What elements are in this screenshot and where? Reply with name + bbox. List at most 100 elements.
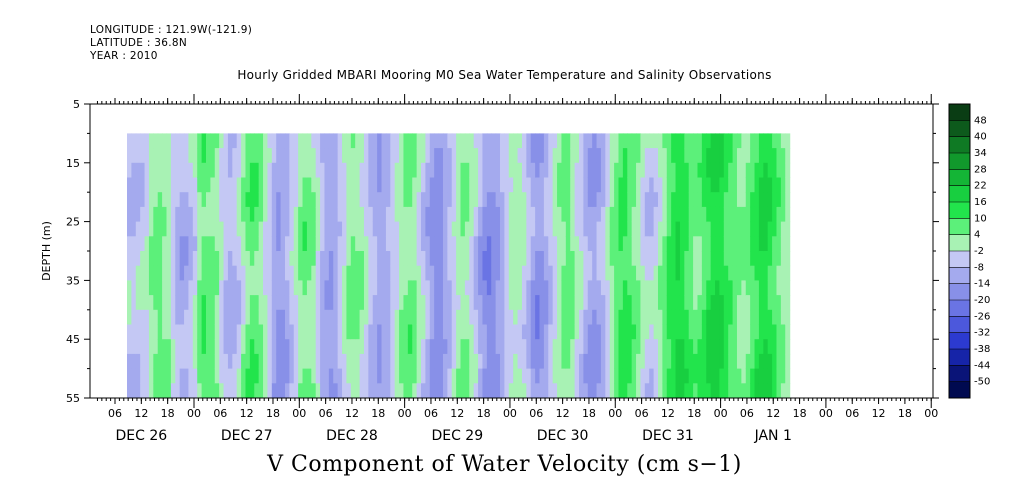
heatmap-cell <box>258 339 264 355</box>
heatmap-cell <box>390 221 396 237</box>
heatmap-cell <box>320 148 326 164</box>
heatmap-cell <box>736 148 742 164</box>
heatmap-cell <box>328 339 334 355</box>
heatmap-cell <box>675 236 681 252</box>
heatmap-cell <box>772 309 778 325</box>
heatmap-cell <box>263 295 269 311</box>
heatmap-cell <box>473 368 479 384</box>
heatmap-cell <box>350 221 356 237</box>
heatmap-cell <box>464 251 470 267</box>
heatmap-cell <box>434 148 440 164</box>
heatmap-cell <box>583 148 589 164</box>
heatmap-cell <box>140 309 146 325</box>
heatmap-cell <box>539 368 545 384</box>
colorbar-swatch <box>949 136 970 154</box>
heatmap-cell <box>390 339 396 355</box>
heatmap-cell <box>758 353 764 370</box>
heatmap-cell <box>693 251 699 267</box>
heatmap-cell <box>557 148 563 164</box>
heatmap-cell <box>780 206 786 223</box>
heatmap-cell <box>609 280 615 296</box>
heatmap-cell <box>715 339 721 355</box>
heatmap-cell <box>719 206 725 223</box>
heatmap-cell <box>219 133 225 149</box>
heatmap-cell <box>697 339 703 355</box>
heatmap-cell <box>210 236 216 252</box>
heatmap-cell <box>561 206 567 223</box>
x-hour-label: 06 <box>424 407 438 420</box>
heatmap-cell <box>394 177 400 193</box>
heatmap-cell <box>723 177 729 193</box>
heatmap-cell <box>785 265 791 281</box>
heatmap-cell <box>350 265 356 281</box>
heatmap-cell <box>342 265 348 281</box>
heatmap-cell <box>473 309 479 325</box>
heatmap-cell <box>254 177 260 193</box>
heatmap-cell <box>342 192 348 208</box>
heatmap-cell <box>715 148 721 164</box>
heatmap-cell <box>399 236 405 252</box>
heatmap-cell <box>539 192 545 208</box>
heatmap-cell <box>377 177 383 193</box>
heatmap-cell <box>271 339 277 355</box>
heatmap-cell <box>491 162 497 178</box>
heatmap-cell <box>622 148 628 164</box>
heatmap-cell <box>333 177 339 193</box>
heatmap-cell <box>381 148 387 164</box>
heatmap-cell <box>162 265 168 281</box>
heatmap-cell <box>772 280 778 296</box>
heatmap-cell <box>315 133 321 149</box>
heatmap-cell <box>434 339 440 355</box>
heatmap-cell <box>127 177 132 193</box>
heatmap-cell <box>342 221 348 237</box>
heatmap-cell <box>153 251 159 267</box>
heatmap-cell <box>148 309 154 325</box>
heatmap-cell <box>306 339 312 355</box>
heatmap-cell <box>447 221 453 237</box>
heatmap-cell <box>460 236 466 252</box>
colorbar-swatch <box>949 365 970 382</box>
heatmap-cell <box>640 353 646 370</box>
heatmap-cell <box>258 133 264 149</box>
heatmap-cell <box>504 265 510 281</box>
heatmap-cell <box>482 324 488 340</box>
heatmap-cell <box>662 368 668 384</box>
heatmap-cell <box>214 309 220 325</box>
heatmap-cell <box>693 162 699 178</box>
heatmap-cell <box>350 236 356 252</box>
heatmap-cell <box>500 339 505 355</box>
heatmap-cell <box>227 324 233 340</box>
heatmap-cell <box>223 177 229 193</box>
heatmap-cell <box>736 383 742 399</box>
heatmap-cell <box>728 339 734 355</box>
heatmap-cell <box>526 221 532 237</box>
heatmap-cell <box>706 280 712 296</box>
heatmap-cell <box>482 280 488 296</box>
heatmap-cell <box>495 295 501 311</box>
heatmap-cell <box>478 162 484 178</box>
heatmap-cell <box>140 324 146 340</box>
heatmap-cell <box>298 368 304 384</box>
heatmap-cell <box>205 133 211 149</box>
heatmap-cell <box>715 162 721 178</box>
heatmap-cell <box>140 192 146 208</box>
heatmap-cell <box>144 206 150 223</box>
heatmap-cell <box>280 148 286 164</box>
heatmap-cell <box>381 177 387 193</box>
heatmap-cell <box>223 148 229 164</box>
heatmap-cell <box>368 280 374 296</box>
heatmap-cell <box>456 265 462 281</box>
colorbar-swatch <box>949 120 970 137</box>
heatmap-cell <box>346 280 352 296</box>
heatmap-cell <box>679 192 685 208</box>
heatmap-cell <box>214 221 220 237</box>
heatmap-cell <box>535 383 541 399</box>
heatmap-cell <box>649 236 655 252</box>
heatmap-cell <box>381 221 387 237</box>
heatmap-cell <box>763 236 769 252</box>
heatmap-cell <box>666 280 672 296</box>
heatmap-cell <box>657 339 663 355</box>
heatmap-cell <box>653 192 659 208</box>
heatmap-cell <box>267 133 273 149</box>
heatmap-cell <box>741 133 747 149</box>
